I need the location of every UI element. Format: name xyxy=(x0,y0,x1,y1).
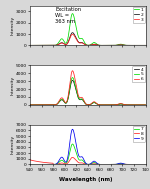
2 xyxy=(49,44,51,46)
4 xyxy=(130,104,132,106)
Line: 1: 1 xyxy=(30,14,146,45)
8 xyxy=(74,157,75,160)
7 xyxy=(42,163,44,166)
3 xyxy=(74,35,75,37)
5 xyxy=(142,104,144,106)
7 xyxy=(29,163,31,166)
2 xyxy=(78,41,80,44)
1 xyxy=(78,37,80,40)
4 xyxy=(145,104,146,106)
8 xyxy=(29,159,31,161)
1 xyxy=(142,44,144,46)
8 xyxy=(130,163,132,166)
6 xyxy=(130,104,132,106)
6 xyxy=(29,104,31,106)
9 xyxy=(145,163,146,166)
Line: 9: 9 xyxy=(30,129,146,164)
6 xyxy=(42,104,44,106)
2 xyxy=(130,44,132,46)
3 xyxy=(49,44,51,46)
8 xyxy=(145,163,146,166)
8 xyxy=(42,161,44,163)
4 xyxy=(78,98,80,101)
6 xyxy=(49,104,51,106)
9 xyxy=(72,128,73,130)
3 xyxy=(142,44,144,46)
6 xyxy=(72,70,73,72)
Line: 2: 2 xyxy=(30,33,146,45)
Line: 4: 4 xyxy=(30,80,146,105)
2 xyxy=(29,44,31,46)
4 xyxy=(142,104,144,106)
Legend: 7, 8, 9: 7, 8, 9 xyxy=(133,126,145,142)
5 xyxy=(74,80,75,83)
3 xyxy=(72,33,73,35)
7 xyxy=(145,163,146,166)
1 xyxy=(49,44,51,46)
5 xyxy=(145,104,146,106)
1 xyxy=(130,44,132,46)
4 xyxy=(29,104,31,106)
1 xyxy=(29,44,31,46)
3 xyxy=(78,42,80,44)
7 xyxy=(142,163,144,166)
9 xyxy=(74,133,75,136)
9 xyxy=(78,156,80,158)
5 xyxy=(29,104,31,106)
7 xyxy=(49,163,51,166)
6 xyxy=(78,96,80,98)
6 xyxy=(74,74,75,77)
5 xyxy=(72,77,73,79)
2 xyxy=(72,32,73,34)
Line: 6: 6 xyxy=(30,71,146,105)
2 xyxy=(74,33,75,36)
7 xyxy=(130,163,132,166)
3 xyxy=(42,44,44,46)
3 xyxy=(29,44,31,46)
1 xyxy=(42,44,44,46)
Line: 8: 8 xyxy=(30,157,146,164)
Text: Wavelength (nm): Wavelength (nm) xyxy=(59,177,112,182)
8 xyxy=(72,156,73,159)
Y-axis label: Intensity: Intensity xyxy=(10,75,14,95)
4 xyxy=(42,104,44,106)
5 xyxy=(42,104,44,106)
8 xyxy=(49,162,51,164)
7 xyxy=(78,159,80,161)
Y-axis label: Intensity: Intensity xyxy=(10,135,14,154)
1 xyxy=(72,12,73,15)
6 xyxy=(142,104,144,106)
Y-axis label: Intensity: Intensity xyxy=(10,16,14,35)
9 xyxy=(49,163,51,166)
5 xyxy=(78,98,80,100)
Text: Excitation
WL =
363 nm: Excitation WL = 363 nm xyxy=(55,7,82,24)
9 xyxy=(42,163,44,166)
Legend: 4, 5, 6: 4, 5, 6 xyxy=(132,66,145,82)
2 xyxy=(145,44,146,46)
5 xyxy=(49,104,51,106)
2 xyxy=(142,44,144,46)
Line: 7: 7 xyxy=(30,144,146,164)
2 xyxy=(42,44,44,46)
3 xyxy=(145,44,146,46)
5 xyxy=(130,104,132,106)
9 xyxy=(142,163,144,166)
8 xyxy=(142,163,144,166)
1 xyxy=(74,17,75,19)
7 xyxy=(72,143,73,145)
4 xyxy=(49,104,51,106)
7 xyxy=(74,146,75,148)
Line: 3: 3 xyxy=(30,34,146,45)
4 xyxy=(74,83,75,85)
Line: 5: 5 xyxy=(30,78,146,105)
9 xyxy=(130,163,132,166)
1 xyxy=(145,44,146,46)
4 xyxy=(72,79,73,81)
3 xyxy=(130,44,132,46)
6 xyxy=(145,104,146,106)
9 xyxy=(29,163,31,166)
Legend: 1, 2, 3: 1, 2, 3 xyxy=(133,7,145,23)
8 xyxy=(78,162,80,164)
